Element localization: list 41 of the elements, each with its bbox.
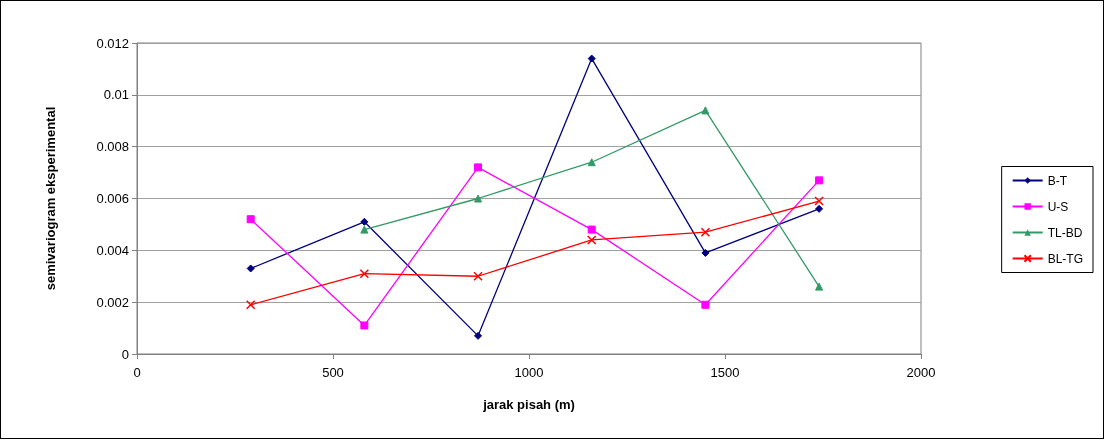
- x-tick-label: 1000: [514, 365, 544, 380]
- point: [586, 235, 597, 245]
- y-tick-label: 0: [121, 346, 129, 362]
- point: [474, 331, 483, 340]
- point: [700, 227, 711, 237]
- point: [360, 321, 369, 330]
- y-tick-label: 0.008: [96, 139, 129, 155]
- y-tick-label: 0.01: [103, 87, 129, 103]
- point: [701, 106, 710, 115]
- point: [245, 300, 256, 310]
- x-tick-label: 2000: [906, 365, 936, 380]
- point: [360, 217, 369, 226]
- point: [815, 176, 824, 185]
- x-axis-title: jarak pisah (m): [482, 397, 575, 412]
- y-tick-label: 0.006: [96, 191, 129, 206]
- point: [587, 54, 596, 63]
- x-tick-label: 0: [133, 365, 141, 380]
- point: [587, 225, 596, 234]
- point: [587, 158, 596, 167]
- point: [815, 282, 824, 291]
- point: [474, 194, 483, 203]
- point: [701, 300, 710, 309]
- legend-label: BL-TG: [1047, 251, 1084, 266]
- point: [246, 264, 255, 273]
- x-tick-label: 1500: [710, 365, 740, 380]
- y-axis-title: semivariogram eksperimental: [43, 106, 58, 291]
- point: [814, 196, 824, 206]
- y-tick-label: 0.002: [96, 294, 129, 310]
- legend-label: U-S: [1047, 199, 1069, 214]
- legend-label: TL-BD: [1047, 225, 1083, 240]
- point: [701, 248, 710, 257]
- y-tick-label: 0.004: [96, 242, 129, 258]
- point: [474, 163, 483, 172]
- legend-label: B-T: [1047, 173, 1068, 188]
- y-tick-label: 0.012: [96, 35, 129, 51]
- x-tick-label: 500: [322, 365, 344, 380]
- point: [815, 204, 824, 213]
- point: [359, 268, 370, 279]
- point: [473, 271, 483, 281]
- point: [246, 215, 255, 224]
- point: [360, 225, 369, 234]
